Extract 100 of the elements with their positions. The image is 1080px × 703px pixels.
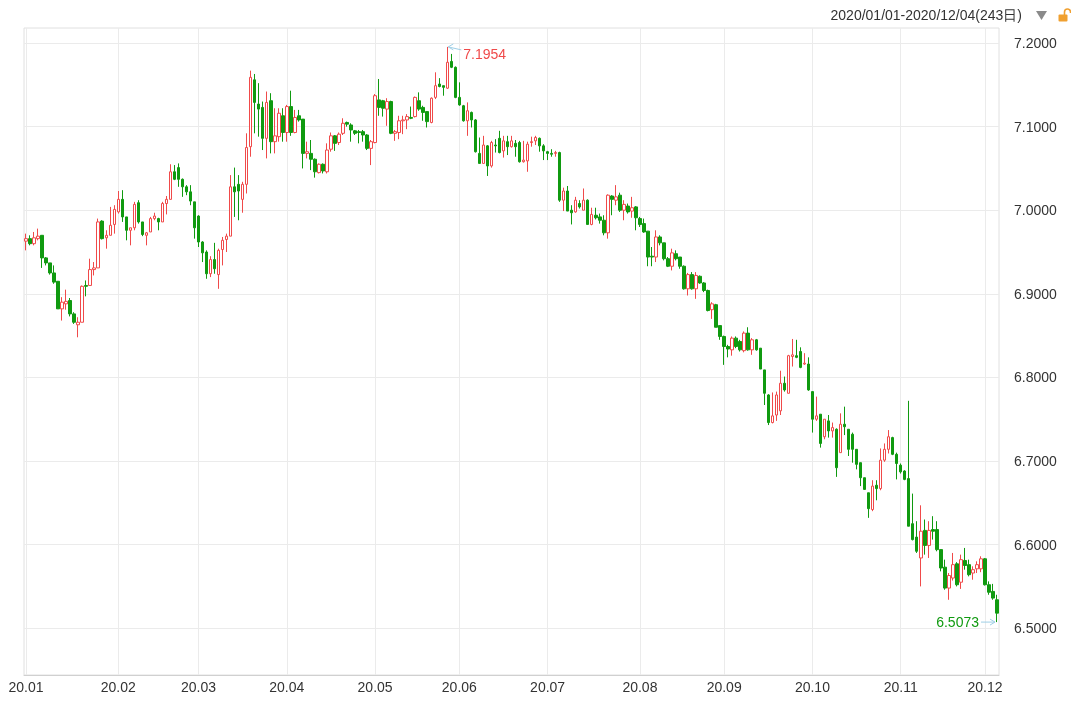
candlestick xyxy=(397,115,401,140)
candlestick xyxy=(273,107,277,154)
candlestick xyxy=(694,271,698,300)
candlestick xyxy=(670,248,674,271)
candlestick xyxy=(586,198,589,225)
candlestick xyxy=(157,217,160,231)
candlestick xyxy=(293,109,297,134)
candlestick xyxy=(839,412,842,454)
candlestick xyxy=(823,418,826,440)
candlestick xyxy=(771,391,774,424)
y-tick-label: 7.2000 xyxy=(1014,35,1058,52)
candlestick xyxy=(590,207,593,226)
candlestick xyxy=(249,70,252,158)
candlestick xyxy=(562,187,565,212)
candlestick xyxy=(811,391,814,434)
candlestick xyxy=(502,135,505,159)
candlestick xyxy=(979,555,983,573)
candlestick xyxy=(321,162,325,174)
candlestick xyxy=(594,207,598,220)
candlestick xyxy=(738,339,742,352)
candlestick xyxy=(209,255,212,278)
candlestick xyxy=(602,214,606,236)
candlestick xyxy=(971,565,975,581)
x-tick-label: 20.11 xyxy=(883,679,918,695)
x-tick-label: 20.06 xyxy=(441,679,478,695)
candlestick xyxy=(32,231,36,246)
candlestick xyxy=(783,376,786,393)
candlestick xyxy=(466,101,469,137)
candlestick xyxy=(746,326,750,352)
candlestick xyxy=(955,561,959,587)
candlestick xyxy=(927,520,931,559)
candlestick xyxy=(831,422,834,439)
candlestick xyxy=(875,479,878,501)
candlestick xyxy=(526,141,529,173)
x-tick-label: 20.10 xyxy=(794,679,831,695)
candlestick xyxy=(634,205,638,231)
y-tick-label: 6.6000 xyxy=(1014,536,1058,553)
candlestick xyxy=(742,330,746,353)
candlestick xyxy=(879,447,882,491)
candlestick xyxy=(582,188,585,211)
candlestick xyxy=(498,130,501,154)
candlestick xyxy=(606,193,610,240)
candlestick xyxy=(750,337,754,356)
candlestick xyxy=(690,271,694,291)
candlestick xyxy=(385,97,389,127)
candlestick xyxy=(767,393,770,426)
candlestick xyxy=(630,196,634,219)
candlestick xyxy=(490,140,493,169)
candlestick xyxy=(518,140,521,164)
y-tick-label: 7.0000 xyxy=(1014,202,1058,219)
candlestick xyxy=(843,406,846,436)
candlestick xyxy=(24,233,28,251)
candlestick xyxy=(626,203,630,215)
candlestick xyxy=(253,73,256,134)
candlestick xyxy=(401,115,405,135)
x-tick-label: 20.04 xyxy=(269,679,305,695)
candlestick xyxy=(389,100,393,135)
candlestick xyxy=(289,90,293,137)
candlestick xyxy=(919,504,923,587)
candlestick xyxy=(357,129,361,144)
candlestick xyxy=(530,136,533,148)
chart-subtitle: 2020/01/01-2020/12/04(243日) xyxy=(830,7,1022,23)
x-tick-label: 20.05 xyxy=(357,679,393,695)
candlestick xyxy=(88,258,92,286)
y-tick-label: 6.5000 xyxy=(1014,620,1058,637)
candlestick xyxy=(365,133,369,151)
candlestick xyxy=(349,122,353,143)
candlestick xyxy=(578,199,581,210)
candlestick xyxy=(686,272,690,296)
candlestick xyxy=(213,242,216,275)
candlestick xyxy=(233,167,236,218)
candlestick xyxy=(100,219,104,240)
y-tick-label: 6.9000 xyxy=(1014,285,1058,302)
x-tick-label: 20.12 xyxy=(967,679,1003,695)
candlestick xyxy=(610,194,614,216)
candlestick xyxy=(40,234,44,269)
y-tick-label: 6.7000 xyxy=(1014,453,1058,470)
annotation: 7.1954 xyxy=(463,45,507,62)
candlestick xyxy=(486,144,489,177)
candlestick xyxy=(835,427,838,478)
candlestick xyxy=(510,135,513,149)
x-tick-label: 20.01 xyxy=(8,679,44,695)
candlestick xyxy=(281,107,285,143)
candlestick xyxy=(730,335,734,357)
x-tick-label: 20.02 xyxy=(100,679,137,695)
candlestick xyxy=(819,413,822,449)
candlestick xyxy=(867,492,870,519)
x-tick-label: 20.08 xyxy=(622,679,658,695)
candlestick xyxy=(434,71,437,100)
candlestick xyxy=(614,184,618,206)
candlestick xyxy=(36,228,40,241)
candlestick xyxy=(710,301,714,320)
candlestick xyxy=(269,92,273,154)
annotation: 6.5073 xyxy=(936,614,980,631)
candlestick xyxy=(803,352,806,366)
candlestick xyxy=(305,141,309,159)
candlestick xyxy=(827,414,830,439)
candlestick xyxy=(554,150,557,158)
candlestick xyxy=(478,137,481,164)
candlestick xyxy=(807,356,810,392)
